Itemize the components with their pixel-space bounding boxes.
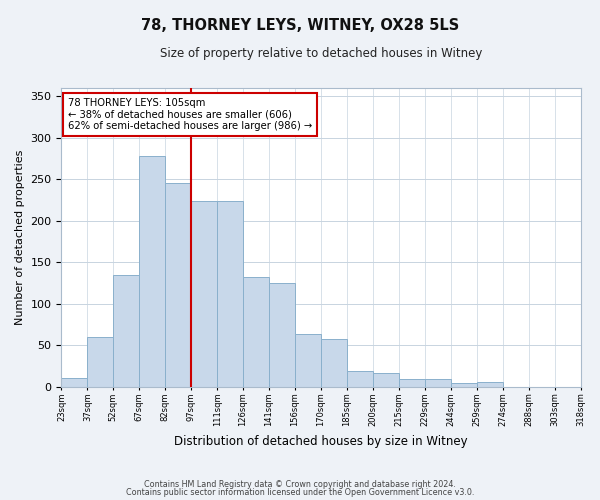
Bar <box>451 384 476 386</box>
Bar <box>191 201 217 386</box>
Bar <box>476 382 503 386</box>
Bar <box>113 274 139 386</box>
Bar <box>217 201 243 386</box>
Text: Contains HM Land Registry data © Crown copyright and database right 2024.: Contains HM Land Registry data © Crown c… <box>144 480 456 489</box>
Text: 78, THORNEY LEYS, WITNEY, OX28 5LS: 78, THORNEY LEYS, WITNEY, OX28 5LS <box>141 18 459 32</box>
Bar <box>61 378 88 386</box>
Bar <box>321 340 347 386</box>
Bar <box>243 277 269 386</box>
Bar <box>425 380 451 386</box>
Y-axis label: Number of detached properties: Number of detached properties <box>15 150 25 325</box>
Bar <box>373 374 399 386</box>
Text: 78 THORNEY LEYS: 105sqm
← 38% of detached houses are smaller (606)
62% of semi-d: 78 THORNEY LEYS: 105sqm ← 38% of detache… <box>68 98 312 131</box>
Bar <box>295 334 321 386</box>
X-axis label: Distribution of detached houses by size in Witney: Distribution of detached houses by size … <box>174 434 468 448</box>
Bar <box>269 283 295 387</box>
Bar <box>88 337 113 386</box>
Text: Contains public sector information licensed under the Open Government Licence v3: Contains public sector information licen… <box>126 488 474 497</box>
Title: Size of property relative to detached houses in Witney: Size of property relative to detached ho… <box>160 48 482 60</box>
Bar <box>165 182 191 386</box>
Bar <box>139 156 165 386</box>
Bar <box>399 380 425 386</box>
Bar <box>347 371 373 386</box>
